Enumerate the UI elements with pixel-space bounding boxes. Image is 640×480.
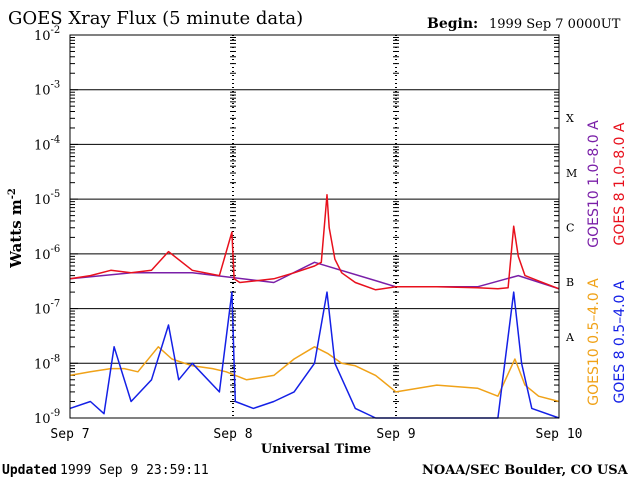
series-line [69, 194, 560, 291]
begin-value: 1999 Sep 7 0000UT [489, 17, 621, 32]
legend-item: GOES10 0.5–4.0 A [586, 278, 602, 406]
y-tick-base: 10 [34, 303, 51, 318]
y-tick-base: 10 [34, 412, 51, 427]
legend-label: GOES 8 0.5–4.0 A [612, 280, 628, 403]
y-tick-exp: -9 [51, 408, 61, 419]
chart-title: GOES Xray Flux (5 minute data) [8, 8, 303, 29]
series-lines [69, 194, 560, 419]
minor-ticks [70, 37, 559, 403]
legend-label: GOES10 0.5–4.0 A [586, 278, 602, 406]
series-line [69, 261, 560, 290]
updated-label: Updated [2, 463, 57, 478]
svg-text:Watts m-2: Watts m-2 [7, 188, 25, 269]
credit: NOAA/SEC Boulder, CO USA [422, 463, 629, 478]
series-line [69, 346, 560, 403]
y-tick-label: 10-9 [34, 408, 60, 427]
y-tick-exp: -6 [51, 244, 61, 255]
x-tick-label: Sep 10 [536, 427, 583, 442]
begin-label: Begin: [427, 16, 478, 32]
flare-class-label: M [566, 167, 577, 180]
y-tick-label: 10-7 [34, 299, 60, 318]
y-axis-label-text: Watts m [7, 199, 25, 269]
y-tick-label: 10-4 [34, 134, 60, 153]
flare-class-label: C [566, 222, 574, 235]
y-tick-base: 10 [34, 84, 51, 99]
updated-value: 1999 Sep 9 23:59:11 [60, 463, 209, 478]
y-tick-exp: -8 [51, 353, 61, 364]
flare-class-label: A [565, 331, 575, 344]
series-line [69, 291, 560, 419]
y-tick-label: 10-2 [34, 25, 60, 44]
y-tick-base: 10 [34, 248, 51, 263]
y-tick-exp: -7 [51, 299, 61, 310]
x-tick-labels: Sep 7 Sep 8 Sep 9 Sep 10 [50, 427, 582, 442]
y-tick-label: 10-8 [34, 353, 60, 372]
y-tick-labels: 10-910-810-710-610-510-410-310-2 [34, 25, 78, 427]
legend: GOES10 1.0–8.0 A GOES 8 1.0–8.0 A GOES10 0… [586, 120, 628, 406]
plot-frame [69, 34, 560, 419]
legend-item: GOES 8 1.0–8.0 A [612, 122, 628, 245]
flare-class-labels: A B C M X [565, 112, 577, 344]
y-tick-exp: -5 [51, 189, 61, 200]
x-tick-label: Sep 9 [376, 427, 415, 442]
y-tick-base: 10 [34, 29, 51, 44]
y-axis-label-sup: -2 [7, 188, 18, 199]
flare-class-label: X [566, 112, 574, 125]
flare-class-label: B [566, 276, 574, 289]
y-tick-label: 10-5 [34, 189, 60, 208]
x-tick-label: Sep 7 [50, 427, 89, 442]
x-tick-label: Sep 8 [213, 427, 252, 442]
y-tick-label: 10-6 [34, 244, 60, 263]
y-tick-label: 10-3 [34, 80, 60, 99]
y-tick-base: 10 [34, 193, 51, 208]
y-tick-exp: -3 [51, 80, 61, 91]
y-tick-base: 10 [34, 138, 51, 153]
legend-label: GOES10 1.0–8.0 A [586, 120, 602, 248]
y-axis-label: Watts m-2 [7, 188, 25, 269]
y-tick-exp: -4 [51, 134, 61, 145]
legend-item: GOES10 1.0–8.0 A [586, 120, 602, 248]
y-tick-base: 10 [34, 357, 51, 372]
y-tick-exp: -2 [51, 25, 61, 36]
x-axis-label: Universal Time [261, 442, 371, 457]
legend-item: GOES 8 0.5–4.0 A [612, 280, 628, 403]
legend-label: GOES 8 1.0–8.0 A [612, 122, 628, 245]
